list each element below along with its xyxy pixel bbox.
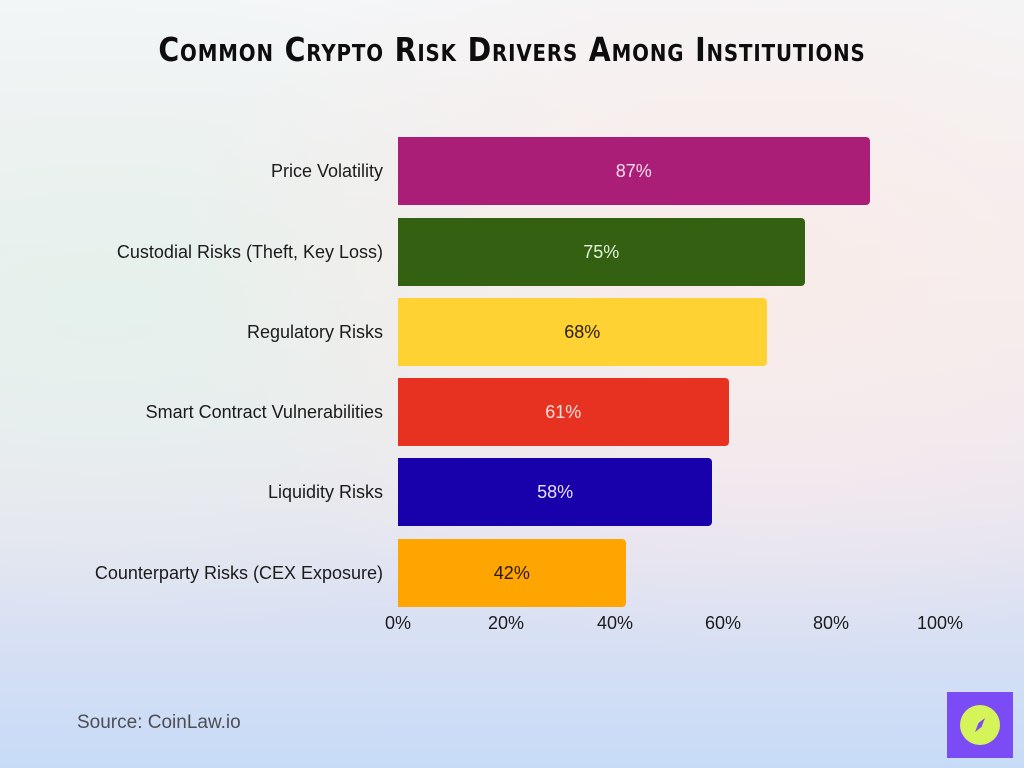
source-text: Source: CoinLaw.io <box>77 712 241 733</box>
bar: 42% <box>398 539 626 607</box>
bar: 58% <box>398 458 713 526</box>
bar-value-label: 58% <box>537 481 574 502</box>
bar-row: Smart Contract Vulnerabilities 61% <box>0 378 1024 446</box>
x-tick-label: 40% <box>596 613 634 633</box>
x-tick-label: 60% <box>704 613 742 633</box>
x-tick-label: 80% <box>812 613 850 633</box>
bar-row: Regulatory Risks 68% <box>0 298 1024 366</box>
bar-value-label: 68% <box>564 321 601 342</box>
bar-row: Price Volatility 87% <box>0 137 1024 205</box>
bar-row: Custodial Risks (Theft, Key Loss) 75% <box>0 218 1024 286</box>
category-label: Price Volatility <box>270 161 383 181</box>
bar-row: Counterparty Risks (CEX Exposure) 42% <box>0 539 1024 607</box>
bar-value-label: 61% <box>545 401 582 422</box>
bar-row: Liquidity Risks 58% <box>0 458 1024 526</box>
x-tick-label: 20% <box>487 613 525 633</box>
x-tick-label: 100% <box>916 613 964 633</box>
bar: 68% <box>398 298 767 366</box>
category-label: Counterparty Risks (CEX Exposure) <box>94 563 383 583</box>
x-tick-label: 0% <box>384 613 412 633</box>
category-label: Liquidity Risks <box>267 482 383 502</box>
bar-value-label: 75% <box>583 241 620 262</box>
chart-title: Common Crypto Risk Drivers Among Institu… <box>158 30 866 69</box>
category-label: Regulatory Risks <box>246 322 383 342</box>
bar-value-label: 87% <box>615 160 652 181</box>
bar-value-label: 42% <box>493 562 530 583</box>
bar: 61% <box>398 378 729 446</box>
bar: 75% <box>398 218 805 286</box>
compass-icon <box>960 705 1000 745</box>
bar: 87% <box>398 137 870 205</box>
category-label: Smart Contract Vulnerabilities <box>145 402 383 422</box>
brand-logo <box>947 692 1013 758</box>
category-label: Custodial Risks (Theft, Key Loss) <box>116 242 383 262</box>
